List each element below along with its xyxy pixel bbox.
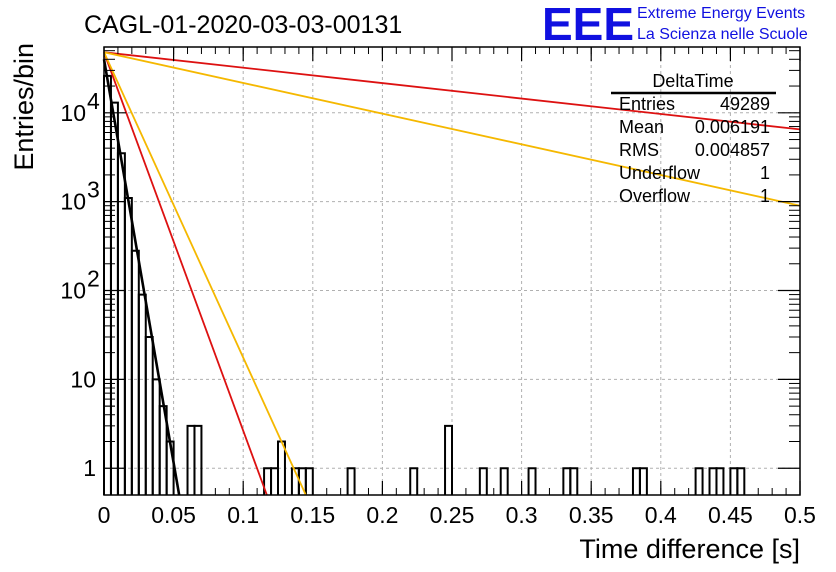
stats-value: 0.006191: [695, 117, 770, 137]
y-tick-exponent: 2: [87, 266, 100, 292]
x-tick-label: 0.05: [151, 502, 196, 528]
histogram-bin: [116, 152, 126, 495]
x-tick-label: 0.45: [708, 502, 753, 528]
stats-value: 49289: [720, 94, 770, 114]
histogram-bin: [103, 74, 112, 495]
stats-label: Underflow: [619, 163, 701, 183]
histogram-bin: [193, 424, 203, 495]
y-tick-label: 10: [60, 278, 86, 304]
histogram: [103, 74, 746, 495]
histogram-bin: [499, 467, 509, 495]
y-tick-exponent: 4: [87, 88, 100, 114]
logo-eee: EEE: [542, 0, 634, 50]
y-tick-label: 1: [83, 455, 96, 481]
chart-title: CAGL-01-2020-03-03-00131: [84, 11, 402, 39]
histogram-bin: [444, 424, 453, 495]
fit-line: [103, 51, 307, 496]
histogram-bin: [409, 467, 419, 495]
stats-box: DeltaTime Entries 49289 Mean 0.006191 RMS 0.0…: [611, 71, 776, 206]
histogram-bin: [694, 467, 704, 495]
y-tick-exponent: 3: [87, 177, 100, 203]
y-tick-label: 10: [70, 366, 96, 392]
histogram-bin: [736, 467, 746, 495]
fit-line: [103, 51, 801, 131]
histogram-bin: [638, 467, 648, 495]
logo-line-1: Extreme Energy Events: [637, 5, 805, 22]
stats-label: Overflow: [619, 186, 691, 206]
stats-value: 0.004857: [695, 140, 770, 160]
histogram-bin: [144, 335, 154, 495]
stats-value: 1: [760, 186, 770, 206]
stats-label: RMS: [619, 140, 659, 160]
x-tick-label: 0.5: [784, 502, 816, 528]
logo-line-2: La Scienza nelle Scuole: [637, 26, 808, 43]
x-tick-label: 0.35: [569, 502, 614, 528]
x-tick-label: 0.4: [645, 502, 677, 528]
grid: [104, 47, 800, 495]
histogram-bin: [346, 467, 356, 495]
histogram-bin: [137, 293, 147, 495]
y-tick-label: 10: [60, 100, 86, 126]
axis-ticks: 0 0.05 0.1 0.15 0.2 0.25 0.3 0.35 0.4 0.45 0.5 1 10 1…: [60, 47, 816, 528]
x-axis-label: Time difference [s]: [579, 534, 800, 564]
histogram-bin: [569, 467, 579, 495]
x-tick-label: 0: [98, 502, 111, 528]
eee-logo: EEE Extreme Energy Events La Scienza nel…: [542, 0, 808, 50]
y-axis-label: Entries/bin: [9, 43, 39, 171]
x-tick-label: 0.15: [290, 502, 335, 528]
fit-line: [103, 51, 801, 207]
x-tick-label: 0.25: [430, 502, 475, 528]
stats-value: 1: [760, 163, 770, 183]
fit-lines: [102, 51, 801, 496]
fit-line: [103, 51, 268, 496]
stats-label: Entries: [619, 94, 675, 114]
histogram-bin: [527, 467, 537, 495]
fit-line: [102, 59, 181, 496]
histogram-bin: [304, 467, 314, 495]
histogram-bin: [186, 424, 196, 495]
stats-title: DeltaTime: [652, 71, 733, 91]
histogram-bin: [708, 467, 718, 495]
histogram-bin: [151, 378, 161, 495]
histogram-bin: [478, 467, 488, 495]
histogram-bin: [130, 249, 140, 495]
stats-label: Mean: [619, 117, 664, 137]
y-tick-label: 10: [60, 189, 86, 215]
histogram-bin: [123, 196, 133, 495]
histogram-bin: [270, 467, 279, 495]
x-tick-label: 0.1: [227, 502, 259, 528]
x-tick-label: 0.2: [366, 502, 398, 528]
stats-rows: Entries 49289 Mean 0.006191 RMS 0.004857 Under…: [619, 94, 770, 206]
histogram-bin: [729, 467, 739, 495]
histogram-bin: [562, 467, 572, 495]
histogram-bin: [631, 467, 641, 495]
histogram-bin: [715, 467, 725, 495]
x-tick-label: 0.3: [506, 502, 538, 528]
